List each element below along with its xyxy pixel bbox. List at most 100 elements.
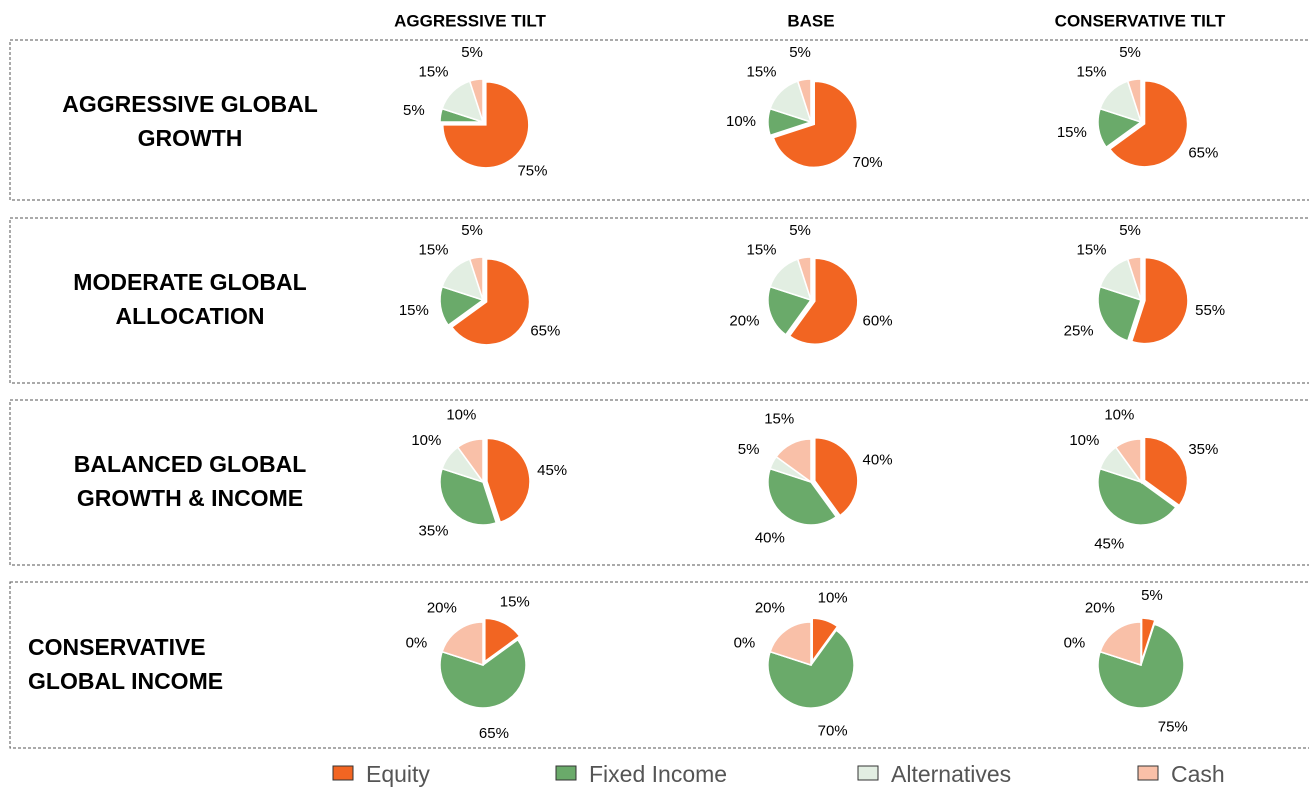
legend-swatch (332, 765, 354, 781)
slice-label: 70% (818, 723, 848, 740)
slice-label: 35% (418, 522, 448, 539)
slice-label: 10% (1069, 432, 1099, 449)
column-header: BASE (787, 11, 834, 30)
slice-label: 45% (537, 462, 567, 479)
pie-slice (484, 617, 521, 663)
column-header: CONSERVATIVE TILT (1055, 11, 1226, 30)
row-box (9, 217, 1309, 384)
slice-label: 15% (746, 63, 776, 80)
pie-slice (767, 629, 855, 709)
pie-slice (767, 467, 838, 526)
legend-label: Fixed Income (589, 761, 727, 787)
slice-label: 70% (853, 154, 883, 171)
pie-slice (811, 617, 839, 664)
pie-slice (1097, 467, 1177, 526)
slice-label: 5% (1119, 222, 1141, 239)
slice-label: 10% (1104, 406, 1134, 423)
slice-label: 15% (418, 241, 448, 258)
pie-slice (796, 78, 812, 123)
row-box (9, 581, 1309, 749)
legend-swatch (1137, 765, 1159, 781)
pie-slice (1114, 438, 1142, 485)
slice-label: 0% (1064, 634, 1086, 651)
pie-slice (442, 81, 530, 169)
column-header: AGGRESSIVE TILT (394, 11, 546, 30)
pie-slice (772, 80, 858, 169)
slice-label: 15% (500, 594, 530, 611)
legend-swatch (857, 765, 879, 781)
row-label: AGGRESSIVE GLOBAL (62, 91, 318, 117)
slice-label: 75% (1158, 718, 1188, 735)
slice-label: 65% (1188, 145, 1218, 162)
pie-slice (1126, 78, 1142, 123)
row-box (9, 399, 1309, 566)
pie-slice (1126, 256, 1142, 301)
slice-label: 10% (411, 432, 441, 449)
slice-label: 5% (461, 44, 483, 61)
pie-slice (1099, 621, 1142, 667)
slice-label: 15% (746, 241, 776, 258)
row-label: GROWTH & INCOME (77, 485, 303, 511)
pie-slice (456, 438, 484, 485)
slice-label: 15% (1076, 241, 1106, 258)
slice-label: 5% (461, 222, 483, 239)
pie-slice (796, 256, 812, 301)
slice-label: 25% (1064, 323, 1094, 340)
slice-label: 45% (1094, 535, 1124, 552)
pie-slice (468, 256, 484, 301)
row-label: GLOBAL INCOME (28, 668, 223, 694)
slice-label: 20% (729, 313, 759, 330)
slice-label: 15% (1057, 124, 1087, 141)
slice-label: 0% (734, 634, 756, 651)
pie-slice (1130, 256, 1189, 345)
slice-label: 40% (755, 530, 785, 547)
slice-label: 75% (517, 162, 547, 179)
slice-label: 40% (863, 451, 893, 468)
pie-slice (1140, 617, 1156, 662)
slice-label: 5% (789, 44, 811, 61)
row-label: BALANCED GLOBAL (74, 451, 307, 477)
row-label: GROWTH (138, 125, 243, 151)
slice-label: 10% (818, 589, 848, 606)
slice-label: 5% (789, 222, 811, 239)
slice-label: 5% (1141, 587, 1163, 604)
slice-label: 65% (530, 323, 560, 340)
slice-label: 0% (406, 634, 428, 651)
slice-label: 60% (863, 313, 893, 330)
pie-slice (439, 638, 527, 709)
pie-slice (441, 621, 484, 667)
pie-slice (450, 258, 531, 346)
slice-label: 15% (399, 302, 429, 319)
slice-label: 10% (446, 406, 476, 423)
pie-slice (468, 78, 484, 123)
pie-slice (1143, 436, 1189, 507)
pie-slice (788, 257, 859, 345)
pie-slice (1108, 80, 1189, 168)
legend-label: Equity (366, 761, 430, 787)
slice-label: 15% (418, 63, 448, 80)
pie-slice (1097, 623, 1185, 709)
slice-label: 15% (1076, 63, 1106, 80)
slice-label: 20% (427, 599, 457, 616)
pie-slice (775, 438, 812, 484)
pie-slice (486, 437, 531, 524)
slice-label: 65% (479, 725, 509, 742)
legend-label: Cash (1171, 761, 1225, 787)
legend-swatch (555, 765, 577, 781)
pie-slice (439, 467, 498, 526)
pie-slice (767, 285, 813, 336)
row-label: MODERATE GLOBAL (73, 269, 306, 295)
row-label: CONSERVATIVE (28, 634, 206, 660)
row-label: ALLOCATION (115, 303, 264, 329)
slice-label: 55% (1195, 302, 1225, 319)
slice-label: 5% (738, 441, 760, 458)
pie-slice (1097, 285, 1142, 342)
slice-label: 15% (764, 411, 794, 428)
slice-label: 5% (403, 102, 425, 119)
pie-slice (814, 437, 859, 517)
legend-label: Alternatives (891, 761, 1011, 787)
slice-label: 10% (726, 113, 756, 130)
row-box (9, 39, 1309, 201)
slice-label: 35% (1188, 441, 1218, 458)
